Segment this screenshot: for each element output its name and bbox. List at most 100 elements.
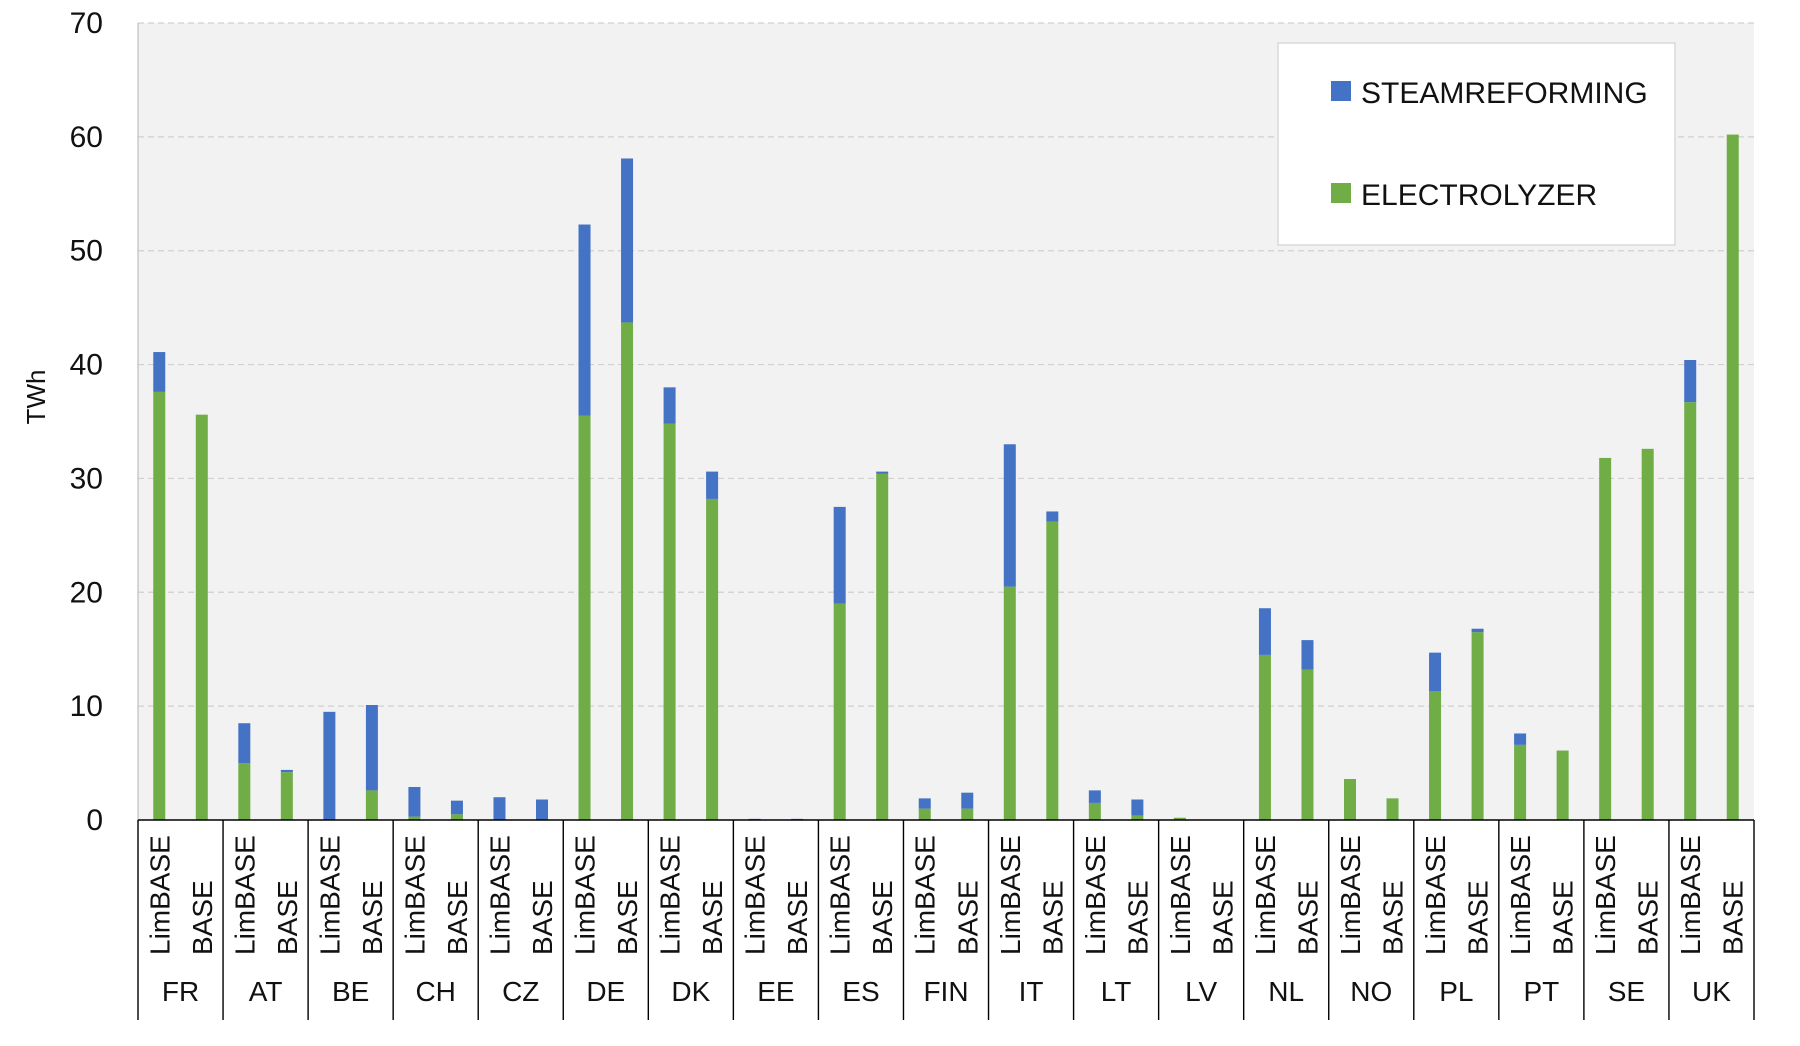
y-tick-label: 20: [70, 576, 103, 609]
group-label: DE: [586, 976, 625, 1007]
x-tick-label: BASE: [867, 880, 898, 955]
y-axis-ticks: 0 10 20 30 40 50 60 70: [70, 7, 139, 837]
group-label: FR: [162, 976, 199, 1007]
y-axis-label: TWh: [21, 370, 51, 425]
x-tick-label: LimBASE: [570, 835, 601, 955]
bar-electrolyzer: [876, 473, 889, 820]
group-label: BE: [332, 976, 369, 1007]
x-tick-label: LimBASE: [1335, 835, 1366, 955]
bar-steamreforming: [621, 158, 634, 323]
bars: [153, 134, 1739, 820]
y-tick-label: 10: [70, 690, 103, 723]
bar-electrolyzer: [1471, 632, 1484, 820]
group-label: PT: [1523, 976, 1559, 1007]
x-tick-label: LimBASE: [910, 835, 941, 955]
bar-steamreforming: [1301, 640, 1314, 670]
bar-electrolyzer: [1726, 134, 1739, 820]
bar-steamreforming: [238, 723, 251, 764]
bar-steamreforming: [961, 792, 974, 809]
legend-box: [1277, 42, 1676, 246]
x-tick-label: LimBASE: [229, 835, 260, 955]
group-label: CH: [415, 976, 455, 1007]
group-label: FIN: [923, 976, 968, 1007]
bar-steamreforming: [663, 387, 676, 424]
bar-steamreforming: [1003, 444, 1016, 587]
x-tick-label: LimBASE: [314, 835, 345, 955]
group-label: UK: [1692, 976, 1731, 1007]
x-tick-label: BASE: [612, 880, 643, 955]
bar-electrolyzer: [1641, 448, 1654, 820]
x-tick-label: LimBASE: [399, 835, 430, 955]
bar-electrolyzer: [195, 414, 208, 820]
legend-label: STEAMREFORMING: [1361, 77, 1648, 110]
bar-steamreforming: [918, 798, 931, 809]
x-tick-label: LimBASE: [1505, 835, 1536, 955]
bar-steamreforming: [408, 786, 421, 817]
group-label: NL: [1268, 976, 1304, 1007]
bar-steamreforming: [536, 799, 548, 820]
x-tick-label: BASE: [357, 880, 388, 955]
x-tick-label: BASE: [697, 880, 728, 955]
bar-electrolyzer: [280, 772, 293, 820]
bar-steamreforming: [493, 797, 506, 820]
bar-steamreforming: [153, 352, 166, 392]
legend-swatch: [1331, 183, 1351, 203]
bar-electrolyzer: [1344, 779, 1356, 820]
x-tick-label: LimBASE: [1420, 835, 1451, 955]
group-label: CZ: [502, 976, 539, 1007]
bar-electrolyzer: [918, 808, 931, 820]
bar-electrolyzer: [1131, 815, 1144, 820]
bar-electrolyzer: [238, 763, 251, 820]
x-tick-label: LimBASE: [1165, 835, 1196, 955]
bar-electrolyzer: [706, 498, 719, 820]
bar-electrolyzer: [1386, 798, 1399, 820]
legend-swatch: [1331, 81, 1351, 101]
x-tick-label: LimBASE: [144, 835, 175, 955]
y-tick-label: 30: [70, 462, 103, 495]
group-label: IT: [1019, 976, 1044, 1007]
bar-electrolyzer: [1088, 802, 1101, 820]
bar-steamreforming: [1088, 790, 1101, 803]
bar-electrolyzer: [1173, 817, 1186, 820]
x-tick-label: BASE: [527, 880, 558, 955]
bar-steamreforming: [1046, 511, 1059, 522]
bar-electrolyzer: [408, 816, 421, 820]
group-label: DK: [671, 976, 710, 1007]
bar-electrolyzer: [961, 808, 974, 820]
group-label: LT: [1101, 976, 1132, 1007]
bar-electrolyzer: [663, 423, 676, 820]
group-label: ES: [842, 976, 879, 1007]
bar-electrolyzer: [1046, 521, 1059, 820]
bar-steamreforming: [1471, 628, 1484, 633]
x-tick-label: BASE: [782, 880, 813, 955]
x-tick-label: BASE: [1633, 880, 1664, 955]
bar-steamreforming: [1429, 652, 1442, 692]
bar-steamreforming: [876, 471, 889, 474]
bar-steamreforming: [1258, 608, 1271, 655]
group-label: SE: [1608, 976, 1645, 1007]
bar-steamreforming: [323, 711, 336, 820]
bar-electrolyzer: [578, 415, 591, 820]
x-tick-label: LimBASE: [1080, 835, 1111, 955]
bar-electrolyzer: [1258, 654, 1271, 820]
legend: STEAMREFORMING ELECTROLYZER: [1277, 42, 1676, 246]
x-tick-label: BASE: [952, 880, 983, 955]
bar-electrolyzer: [1429, 691, 1442, 820]
legend-label: ELECTROLYZER: [1361, 179, 1597, 212]
bar-steamreforming: [450, 800, 463, 815]
y-tick-label: 40: [70, 349, 103, 382]
bar-electrolyzer: [450, 814, 463, 820]
bar-electrolyzer: [1599, 457, 1612, 820]
bar-steamreforming: [578, 224, 591, 416]
bar-steamreforming: [1684, 360, 1697, 403]
x-tick-label: BASE: [1122, 880, 1153, 955]
group-label: AT: [249, 976, 283, 1007]
bar-steamreforming: [1514, 733, 1527, 745]
bar-electrolyzer: [1684, 402, 1697, 820]
bar-steamreforming: [280, 769, 293, 773]
x-tick-label: BASE: [1718, 880, 1749, 955]
bar-electrolyzer: [621, 322, 634, 820]
x-tick-label: BASE: [1292, 880, 1323, 955]
bar-electrolyzer: [833, 603, 846, 820]
